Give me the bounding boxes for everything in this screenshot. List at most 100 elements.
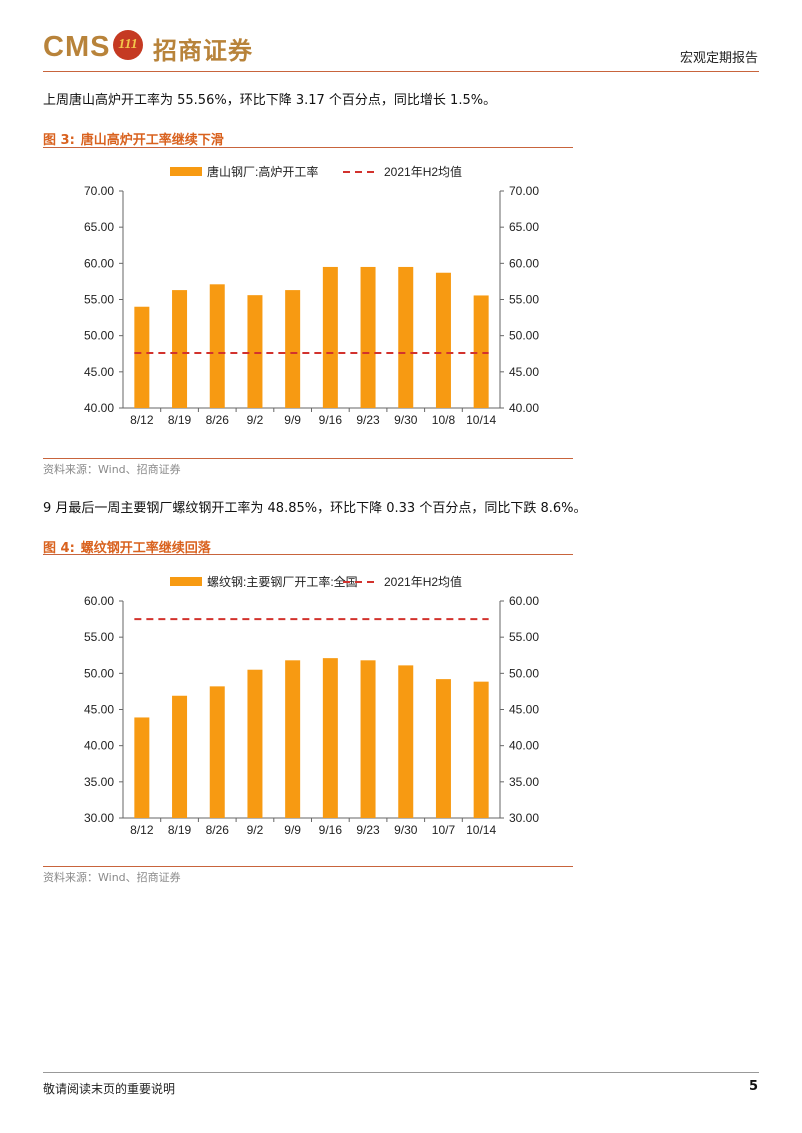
x-tick-label: 8/12 <box>130 823 154 837</box>
y-tick-label-left: 45.00 <box>84 365 114 379</box>
y-tick-label-right: 30.00 <box>509 811 539 825</box>
bar <box>285 290 301 408</box>
chart-legend: 螺纹钢:主要钢厂开工率:全国 2021年H2均值 <box>170 574 462 589</box>
bar <box>360 660 376 818</box>
x-tick-label: 9/2 <box>247 823 264 837</box>
y-tick-label-right: 40.00 <box>509 739 539 753</box>
legend-bar-label: 螺纹钢:主要钢厂开工率:全国 <box>207 574 358 589</box>
header-divider <box>43 71 759 72</box>
figure4-title-rule <box>43 554 573 555</box>
bar <box>322 658 338 818</box>
logo-cms-text: CMS <box>43 31 111 63</box>
x-tick-label: 8/19 <box>168 823 192 837</box>
figure4-title-text: 螺纹钢开工率继续回落 <box>80 541 211 556</box>
x-tick-label: 10/7 <box>432 823 456 837</box>
bar <box>322 266 338 408</box>
y-tick-label-right: 60.00 <box>509 594 539 608</box>
y-tick-label-left: 45.00 <box>84 703 114 717</box>
y-tick-label-right: 35.00 <box>509 775 539 789</box>
bar <box>473 295 489 408</box>
figure4-source: 资料来源：Wind、招商证券 <box>43 871 181 884</box>
page-number: 5 <box>748 1079 758 1094</box>
y-tick-label-right: 65.00 <box>509 220 539 234</box>
legend-bar-swatch <box>170 167 202 176</box>
bar <box>172 290 188 408</box>
y-tick-label-left: 30.00 <box>84 811 114 825</box>
y-tick-label-right: 55.00 <box>509 630 539 644</box>
y-tick-label-right: 60.00 <box>509 256 539 270</box>
x-tick-label: 9/30 <box>394 413 418 427</box>
figure3-title-text: 唐山高炉开工率继续下滑 <box>80 133 224 148</box>
bar <box>209 284 225 408</box>
figure3-label: 图 3: <box>43 133 75 148</box>
figure3-title: 图 3: 唐山高炉开工率继续下滑 <box>43 129 230 148</box>
logo-seal-icon: 111 <box>113 30 143 60</box>
x-tick-label: 8/12 <box>130 413 154 427</box>
bar <box>285 660 301 818</box>
figure4-label: 图 4: <box>43 541 75 556</box>
bar <box>134 717 150 818</box>
y-tick-label-left: 40.00 <box>84 739 114 753</box>
bar <box>247 669 263 818</box>
footer-note: 敬请阅读末页的重要说明 <box>43 1082 176 1096</box>
chart-rebar-operating-rate: 螺纹钢:主要钢厂开工率:全国 2021年H2均值 30.00 30.00 35.00 35… <box>84 574 539 837</box>
x-tick-label: 9/16 <box>319 823 343 837</box>
y-tick-label-left: 60.00 <box>84 256 114 270</box>
legend-bar-swatch <box>170 577 202 586</box>
bar <box>435 272 451 408</box>
x-tick-label: 10/14 <box>466 823 496 837</box>
y-tick-label-right: 40.00 <box>509 401 539 415</box>
bar <box>134 306 150 408</box>
bar <box>435 679 451 818</box>
figure4-title: 图 4: 螺纹钢开工率继续回落 <box>43 537 217 556</box>
x-tick-label: 8/26 <box>206 413 230 427</box>
bar <box>398 266 414 408</box>
x-tick-label: 8/19 <box>168 413 192 427</box>
chart-legend: 唐山钢厂:高炉开工率 2021年H2均值 <box>170 164 462 179</box>
y-tick-label-right: 50.00 <box>509 329 539 343</box>
x-tick-label: 9/2 <box>247 413 264 427</box>
x-tick-label: 9/23 <box>356 413 380 427</box>
legend-bar-label: 唐山钢厂:高炉开工率 <box>207 164 318 179</box>
x-tick-label: 9/9 <box>284 413 301 427</box>
y-tick-label-right: 55.00 <box>509 293 539 307</box>
bar <box>473 681 489 818</box>
y-tick-label-right: 45.00 <box>509 703 539 717</box>
bar <box>398 665 414 818</box>
report-type: 宏观定期报告 <box>679 51 758 66</box>
footer-divider <box>43 1072 759 1073</box>
y-tick-label-left: 40.00 <box>84 401 114 415</box>
x-tick-label: 9/23 <box>356 823 380 837</box>
bar <box>360 266 376 408</box>
y-tick-label-right: 70.00 <box>509 184 539 198</box>
legend-mean-label: 2021年H2均值 <box>384 164 462 179</box>
figure4-bottom-rule <box>43 866 573 867</box>
x-tick-label: 9/9 <box>284 823 301 837</box>
x-tick-label: 8/26 <box>206 823 230 837</box>
x-tick-label: 10/8 <box>432 413 456 427</box>
y-tick-label-right: 50.00 <box>509 666 539 680</box>
y-tick-label-left: 65.00 <box>84 220 114 234</box>
y-tick-label-left: 50.00 <box>84 329 114 343</box>
y-tick-label-left: 55.00 <box>84 630 114 644</box>
section2-paragraph: 9 月最后一周主要钢厂螺纹钢开工率为 48.85%，环比下降 0.33 个百分点… <box>43 501 587 516</box>
y-tick-label-right: 45.00 <box>509 365 539 379</box>
y-tick-label-left: 70.00 <box>84 184 114 198</box>
bar <box>247 295 263 408</box>
chart-tangshan-blast-furnace: 唐山钢厂:高炉开工率 2021年H2均值 40.00 40.00 45.00 45.00 5… <box>84 164 539 427</box>
figure3-bottom-rule <box>43 458 573 459</box>
bar <box>172 695 188 818</box>
x-tick-label: 10/14 <box>466 413 496 427</box>
y-tick-label-left: 35.00 <box>84 775 114 789</box>
x-tick-label: 9/30 <box>394 823 418 837</box>
legend-mean-label: 2021年H2均值 <box>384 574 462 589</box>
figure3-source: 资料来源：Wind、招商证券 <box>43 463 181 476</box>
logo-company-name: 招商证券 <box>153 37 253 65</box>
bar <box>209 686 225 818</box>
y-tick-label-left: 60.00 <box>84 594 114 608</box>
y-tick-label-left: 55.00 <box>84 293 114 307</box>
section1-paragraph: 上周唐山高炉开工率为 55.56%，环比下降 3.17 个百分点，同比增长 1.… <box>43 93 497 108</box>
x-tick-label: 9/16 <box>319 413 343 427</box>
y-tick-label-left: 50.00 <box>84 666 114 680</box>
figure3-title-rule <box>43 147 573 148</box>
